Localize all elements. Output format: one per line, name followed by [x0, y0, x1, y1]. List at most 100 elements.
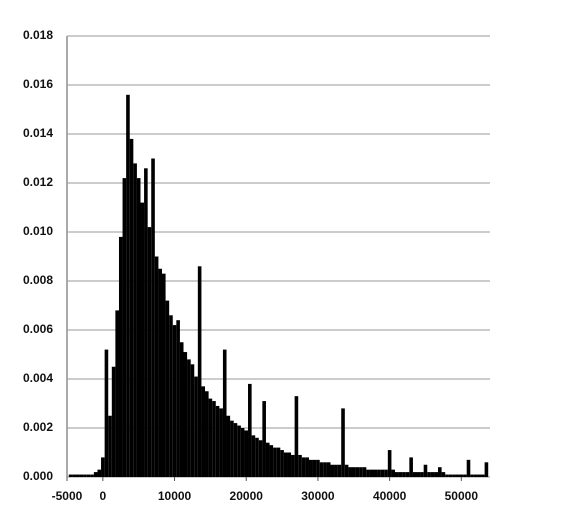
bar — [158, 268, 163, 477]
bar — [115, 310, 119, 477]
bar — [394, 472, 399, 477]
bar — [68, 474, 73, 477]
bar — [147, 227, 152, 477]
x-tick-label: 10000 — [158, 489, 192, 503]
bar — [348, 467, 352, 477]
bar — [97, 469, 102, 477]
bar — [373, 469, 378, 477]
y-tick-label: 0.018 — [23, 28, 53, 42]
bar — [161, 273, 166, 477]
bar — [351, 467, 356, 477]
x-tick-label: 0 — [100, 489, 107, 503]
y-tick-label: 0.014 — [23, 126, 53, 140]
bar — [111, 366, 116, 477]
bar — [466, 459, 471, 477]
y-tick-label: 0.010 — [23, 224, 53, 238]
bar — [176, 320, 180, 477]
bar — [265, 442, 270, 477]
bar — [118, 236, 123, 477]
bar — [194, 376, 198, 477]
bar — [93, 472, 98, 477]
bar — [205, 391, 209, 477]
bar — [481, 474, 485, 477]
bar — [75, 474, 80, 477]
x-tick-label: 20000 — [230, 489, 264, 503]
bar — [330, 464, 335, 477]
bar — [283, 452, 288, 477]
y-tick-label: 0.006 — [23, 322, 53, 336]
bar — [269, 445, 274, 477]
y-tick-label: 0.008 — [23, 273, 53, 287]
bar — [144, 168, 148, 478]
bar — [190, 364, 195, 477]
bar — [427, 472, 431, 477]
bar — [420, 472, 424, 477]
bar — [86, 474, 91, 477]
bar — [126, 94, 130, 478]
bar — [484, 462, 489, 477]
bar — [301, 457, 306, 477]
bar — [430, 472, 435, 477]
bar — [151, 158, 155, 477]
bar — [287, 452, 292, 477]
bar — [294, 396, 299, 477]
bar — [369, 469, 374, 477]
bar — [438, 467, 442, 477]
bar — [244, 430, 249, 477]
bar — [470, 474, 474, 477]
bar — [305, 457, 309, 477]
bar — [448, 474, 453, 477]
bar — [248, 383, 252, 477]
bar — [219, 408, 223, 477]
bar — [165, 300, 170, 477]
bar — [79, 474, 84, 477]
bar — [108, 415, 112, 477]
bar — [398, 472, 403, 477]
bar — [208, 398, 213, 477]
bar — [101, 457, 105, 477]
bar — [355, 467, 360, 477]
bar — [298, 454, 302, 477]
bar — [319, 462, 324, 477]
y-tick-label: 0.000 — [23, 469, 53, 483]
bar — [187, 359, 191, 477]
bar — [276, 447, 281, 477]
bar — [387, 450, 392, 477]
bar — [140, 202, 145, 477]
bar — [72, 474, 76, 477]
bar — [455, 474, 460, 477]
x-tick-label: -5000 — [52, 489, 83, 503]
bar — [179, 342, 184, 477]
bar — [273, 447, 277, 477]
bar — [262, 401, 266, 477]
bar — [459, 474, 464, 477]
bar — [402, 472, 406, 477]
bar — [452, 474, 456, 477]
bar — [416, 472, 421, 477]
x-tick-label: 30000 — [301, 489, 335, 503]
bar — [133, 163, 137, 477]
bar — [434, 472, 439, 477]
bar — [362, 467, 367, 477]
bar — [312, 459, 317, 477]
bar — [255, 437, 259, 477]
bar — [122, 178, 127, 477]
bar — [326, 462, 331, 477]
y-tick-label: 0.002 — [23, 420, 53, 434]
y-tick-label: 0.004 — [23, 371, 53, 385]
bar — [423, 464, 428, 477]
bar — [341, 408, 345, 477]
bar — [337, 464, 342, 477]
bar — [334, 464, 338, 477]
bar — [222, 349, 227, 477]
bar — [366, 469, 370, 477]
bar — [377, 469, 381, 477]
bar — [169, 315, 173, 477]
y-tick-label: 0.016 — [23, 77, 53, 91]
bar — [291, 454, 295, 477]
bar — [212, 401, 216, 477]
bar — [445, 474, 449, 477]
bar — [172, 325, 177, 477]
